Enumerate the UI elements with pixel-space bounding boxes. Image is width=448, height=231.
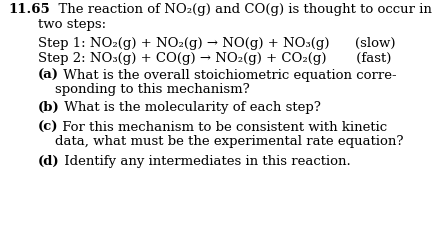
Text: For this mechanism to be consistent with kinetic: For this mechanism to be consistent with… [59,121,388,134]
Text: sponding to this mechanism?: sponding to this mechanism? [55,83,250,96]
Text: (b): (b) [38,101,60,114]
Text: The reaction of NO₂(g) and CO(g) is thought to occur in: The reaction of NO₂(g) and CO(g) is thou… [50,3,431,16]
Text: 11.65: 11.65 [8,3,50,16]
Text: Step 1: NO₂(g) + NO₂(g) → NO(g) + NO₃(g)      (slow): Step 1: NO₂(g) + NO₂(g) → NO(g) + NO₃(g)… [38,37,396,50]
Text: (c): (c) [38,121,59,134]
Text: two steps:: two steps: [38,18,106,31]
Text: What is the overall stoichiometric equation corre-: What is the overall stoichiometric equat… [59,69,396,82]
Text: Identify any intermediates in this reaction.: Identify any intermediates in this react… [60,155,350,168]
Text: data, what must be the experimental rate equation?: data, what must be the experimental rate… [55,135,404,148]
Text: What is the molecularity of each step?: What is the molecularity of each step? [60,101,321,114]
Text: (a): (a) [38,69,59,82]
Text: (d): (d) [38,155,60,168]
Text: Step 2: NO₃(g) + CO(g) → NO₂(g) + CO₂(g)       (fast): Step 2: NO₃(g) + CO(g) → NO₂(g) + CO₂(g)… [38,52,392,65]
